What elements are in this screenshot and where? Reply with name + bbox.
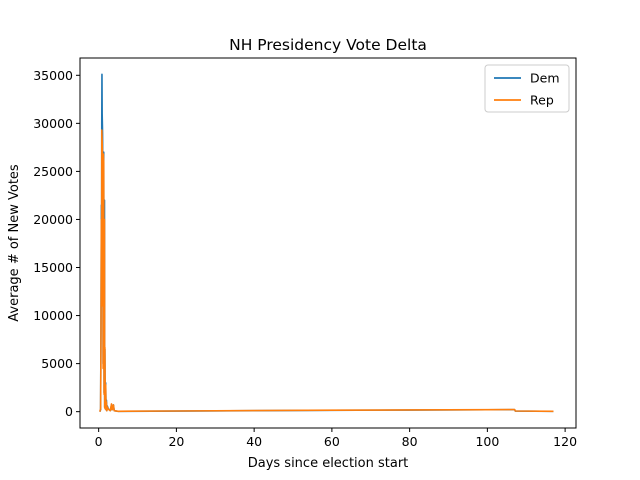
x-axis-label: Days since election start xyxy=(248,456,409,471)
x-axis: 0 20 40 60 80 100 120 xyxy=(95,428,577,449)
y-tick-label: 20000 xyxy=(33,212,73,227)
x-tick-label: 80 xyxy=(402,434,418,449)
legend-label-dem: Dem xyxy=(530,71,560,86)
x-tick-label: 20 xyxy=(168,434,184,449)
x-tick-label: 60 xyxy=(324,434,340,449)
y-tick-label: 25000 xyxy=(33,164,73,179)
y-axis-label: Average # of New Votes xyxy=(7,164,22,322)
y-tick-label: 15000 xyxy=(33,260,73,275)
series-line-rep xyxy=(99,129,554,413)
plot-area xyxy=(99,73,554,413)
y-tick-label: 10000 xyxy=(33,308,73,323)
plot-frame xyxy=(79,57,577,429)
legend: Dem Rep xyxy=(484,64,570,113)
y-tick-label: 35000 xyxy=(33,68,73,83)
legend-label-rep: Rep xyxy=(530,93,554,108)
x-tick-label: 0 xyxy=(95,434,103,449)
x-tick-label: 100 xyxy=(475,434,499,449)
x-tick-label: 40 xyxy=(246,434,262,449)
y-axis: 0 5000 10000 15000 20000 25000 30000 35000 xyxy=(33,68,80,419)
x-tick-label: 120 xyxy=(553,434,577,449)
chart-title: NH Presidency Vote Delta xyxy=(229,36,427,54)
y-tick-label: 5000 xyxy=(41,356,73,371)
y-tick-label: 0 xyxy=(65,404,73,419)
y-tick-label: 30000 xyxy=(33,116,73,131)
